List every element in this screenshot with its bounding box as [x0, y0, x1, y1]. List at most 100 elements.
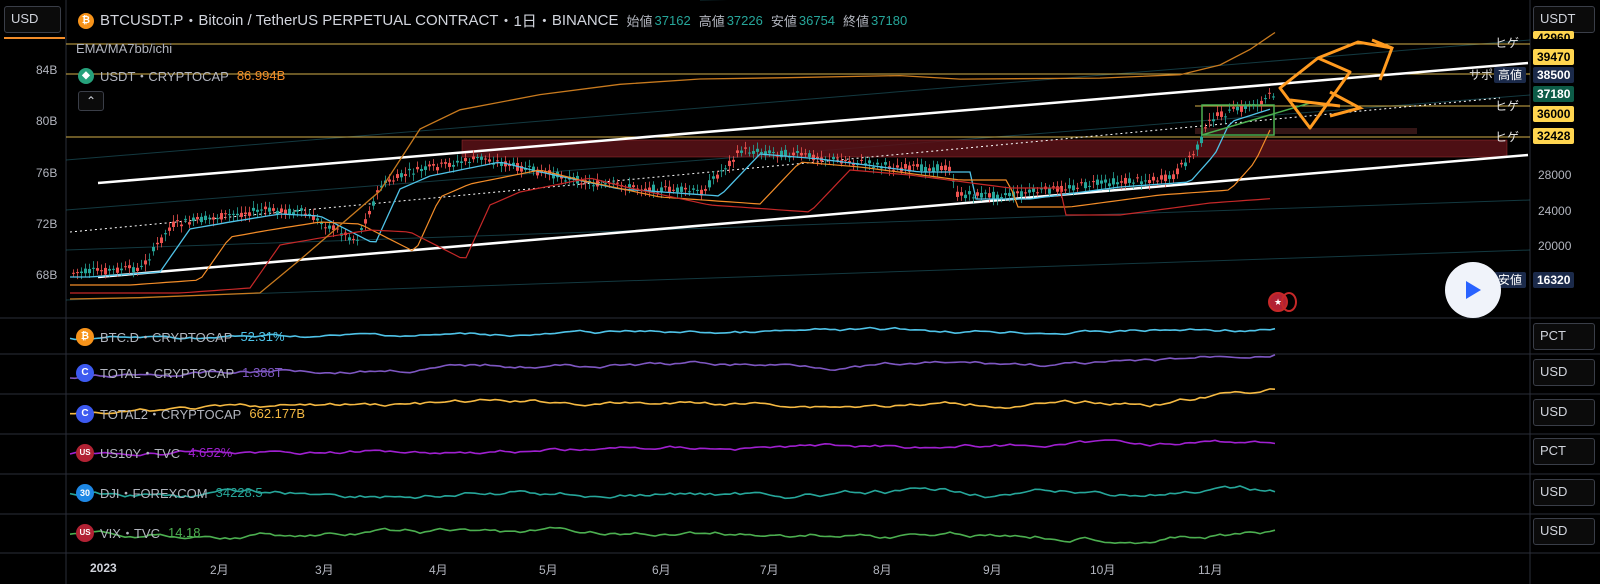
candle-body	[796, 151, 799, 153]
symbol-name[interactable]: BTCUSDT.P	[100, 12, 184, 29]
candle-body	[1020, 191, 1023, 197]
candle-body	[184, 218, 187, 220]
candle-body	[672, 189, 675, 191]
candle-body	[916, 164, 919, 167]
candle-body	[168, 227, 171, 231]
panel-legend-btcd[interactable]: ₿ BTC.D・CRYPTOCAP 52.31%	[76, 327, 285, 346]
right-axis-label: 24000	[1538, 204, 1572, 218]
candle-body	[304, 213, 307, 215]
replay-play-button[interactable]	[1445, 262, 1501, 318]
candle-body	[808, 153, 811, 157]
panel-unit-label: USD	[1540, 484, 1568, 499]
left-axis-label: 68B	[36, 268, 58, 282]
candle-body	[372, 201, 375, 206]
orange-annotation-arrow	[1289, 98, 1341, 108]
candle-body	[356, 239, 359, 241]
candle-body	[920, 164, 923, 172]
overlay-legend[interactable]: ◆ USDT・CRYPTOCAP 86.994B	[78, 66, 285, 85]
title-separator-2: ・	[498, 13, 514, 30]
candle-body	[764, 151, 767, 156]
candle-body	[1204, 127, 1207, 129]
panel-unit-label: PCT	[1540, 328, 1566, 343]
candle-body	[976, 192, 979, 196]
candle-body	[220, 213, 223, 220]
candle-body	[988, 193, 991, 198]
panel-unit-button[interactable]: USD	[1533, 518, 1595, 545]
candle-body	[560, 176, 563, 179]
candle-body	[88, 268, 91, 274]
candle-body	[872, 166, 875, 168]
candle-body	[1008, 192, 1011, 197]
candle-body	[632, 185, 635, 188]
candle-body	[188, 222, 191, 225]
mid-channel-line	[69, 97, 1501, 233]
panel-unit-button[interactable]: PCT	[1533, 438, 1595, 465]
panel-unit-button[interactable]: USD	[1533, 399, 1595, 426]
panel-legend-total[interactable]: C TOTAL・CRYPTOCAP 1.388T	[76, 363, 283, 382]
candle-body	[364, 219, 367, 224]
panel-unit-button[interactable]: USD	[1533, 359, 1595, 386]
candle-body	[800, 152, 803, 156]
candle-body	[492, 163, 495, 165]
candle-body	[100, 270, 103, 272]
candle-body	[472, 156, 475, 160]
candle-body	[200, 216, 203, 223]
indicator-label[interactable]: EMA/MA7bb/ichi	[76, 41, 173, 56]
candle-body	[1124, 177, 1127, 184]
candle-body	[544, 171, 547, 173]
candle-body	[744, 147, 747, 149]
panel-legend-dji[interactable]: 30 DJI・FOREXCOM 34228.5	[76, 483, 263, 502]
candle-body	[1064, 189, 1067, 191]
left-currency-label: USD	[11, 11, 39, 26]
title-separator-1: ・	[183, 13, 199, 30]
candle-body	[648, 187, 651, 192]
candle-body	[1212, 119, 1215, 122]
candle-body	[1100, 180, 1103, 184]
candle-body	[500, 162, 503, 166]
panel-name: US10Y・TVC	[100, 446, 181, 461]
candle-body	[1112, 178, 1115, 185]
left-currency-button[interactable]: USD	[4, 6, 61, 33]
panel-legend-us10y[interactable]: US US10Y・TVC 4.652%	[76, 443, 232, 462]
candle-body	[292, 212, 295, 215]
candle-body	[196, 216, 199, 220]
trend-channel-line	[65, 249, 1531, 301]
panel-legend-vix[interactable]: US VIX・TVC 14.18	[76, 523, 201, 542]
panel-unit-button[interactable]: USD	[1533, 479, 1595, 506]
candle-body	[716, 174, 719, 179]
candle-body	[272, 208, 275, 211]
panel-name: DJI・FOREXCOM	[100, 486, 208, 501]
right-currency-button[interactable]: USDT	[1533, 6, 1595, 33]
candle-body	[1196, 144, 1199, 150]
panel-unit-button[interactable]: PCT	[1533, 323, 1595, 350]
price-tag-39470: 39470	[1533, 49, 1575, 65]
ma-line	[70, 129, 1271, 286]
collapse-legend-button[interactable]: ⌃	[78, 91, 104, 111]
ma-long-line	[70, 169, 1271, 294]
timeframe-label[interactable]: 1日	[513, 13, 537, 30]
x-axis-month-label: 6月	[652, 563, 671, 577]
price-tag-low: 16320	[1533, 272, 1575, 288]
candle-body	[320, 222, 323, 225]
candle-body	[444, 162, 447, 164]
candle-body	[1024, 192, 1027, 194]
candle-body	[680, 186, 683, 192]
panel-unit-label: PCT	[1540, 443, 1566, 458]
candle-body	[756, 148, 759, 152]
dji-line	[69, 485, 1276, 500]
candle-body	[260, 209, 263, 211]
candle-body	[448, 162, 451, 167]
bitcoin-icon: ₿	[78, 12, 94, 29]
cryptocap-icon: C	[76, 363, 94, 382]
tether-icon: ◆	[78, 67, 94, 84]
panel-legend-total2[interactable]: C TOTAL2・CRYPTOCAP 662.177B	[76, 404, 305, 423]
exchange-label: BINANCE	[551, 12, 619, 29]
candle-body	[1120, 181, 1123, 183]
candle-body	[232, 213, 235, 215]
candle-body	[144, 260, 147, 265]
candle-body	[380, 185, 383, 188]
candle-body	[932, 167, 935, 172]
candle-body	[440, 162, 443, 164]
candle-body	[128, 265, 131, 269]
